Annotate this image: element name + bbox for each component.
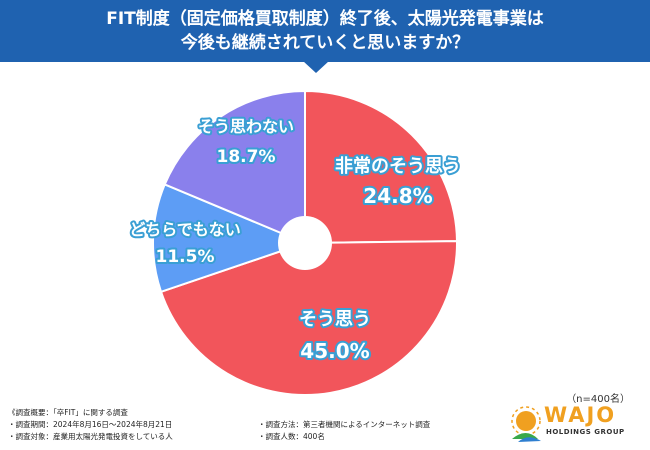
survey-overview-title: 《調査概要：「卒FIT」に関する調査 [8, 408, 128, 417]
wajo-logo: WAJO HOLDINGS GROUP [508, 401, 638, 445]
wajo-logo-subtitle: HOLDINGS GROUP [546, 428, 625, 436]
pie-slice-agree [159, 240, 458, 396]
chart-title-line-1: FIT制度（固定価格買取制度）終了後、太陽光発電事業は [106, 9, 544, 29]
pie-labels: 非常のそう思う 24.8% そう思う 45.0% どちらでもない 11.5% そう思わない 1… [127, 115, 463, 365]
survey-target: ・調査対象：産業用太陽光発電投資をしている人 [8, 432, 173, 441]
survey-overview-left: 《調査概要：「卒FIT」に関する調査 ・調査期間：2024年8月16日〜2024… [8, 407, 258, 443]
donut-hole [278, 216, 332, 270]
chart-title-banner: FIT制度（固定価格買取制度）終了後、太陽光発電事業は 今後も継続されていくと思… [0, 0, 650, 62]
slice-label-agree: そう思う [299, 309, 371, 330]
survey-count: ・調査人数：400名 [258, 432, 325, 441]
slice-value-agree: 45.0% [300, 339, 369, 363]
survey-overview-right: ・調査方法：第三者機関によるインターネット調査 ・調査人数：400名 [258, 419, 478, 443]
wajo-logo-name: WAJO [544, 403, 617, 427]
slice-value-very-agree: 24.8% [363, 184, 432, 208]
slice-label-very-agree: 非常のそう思う [335, 155, 461, 177]
wajo-logo-mark-icon [511, 406, 541, 442]
pie-slice-neutral [152, 183, 308, 294]
survey-period: ・調査期間：2024年8月16日〜2024年8月21日 [8, 420, 173, 429]
pie-slice-disagree [163, 89, 306, 245]
donut-chart: 非常のそう思う 24.8% そう思う 45.0% どちらでもない 11.5% そう思わない 1… [127, 89, 463, 396]
title-banner-pointer [303, 61, 329, 73]
slice-label-neutral: どちらでもない [129, 220, 241, 239]
slice-value-disagree: 18.7% [217, 147, 276, 167]
sample-size-note: （n=400名） [566, 394, 630, 405]
slice-value-neutral: 11.5% [156, 247, 215, 267]
chart-title-line-2: 今後も継続されていくと思いますか？ [180, 33, 470, 53]
survey-method: ・調査方法：第三者機関によるインターネット調査 [258, 420, 431, 429]
pie-slice-very-agree [304, 89, 459, 245]
slice-label-disagree: そう思わない [198, 117, 294, 136]
pie-slices [152, 89, 459, 396]
